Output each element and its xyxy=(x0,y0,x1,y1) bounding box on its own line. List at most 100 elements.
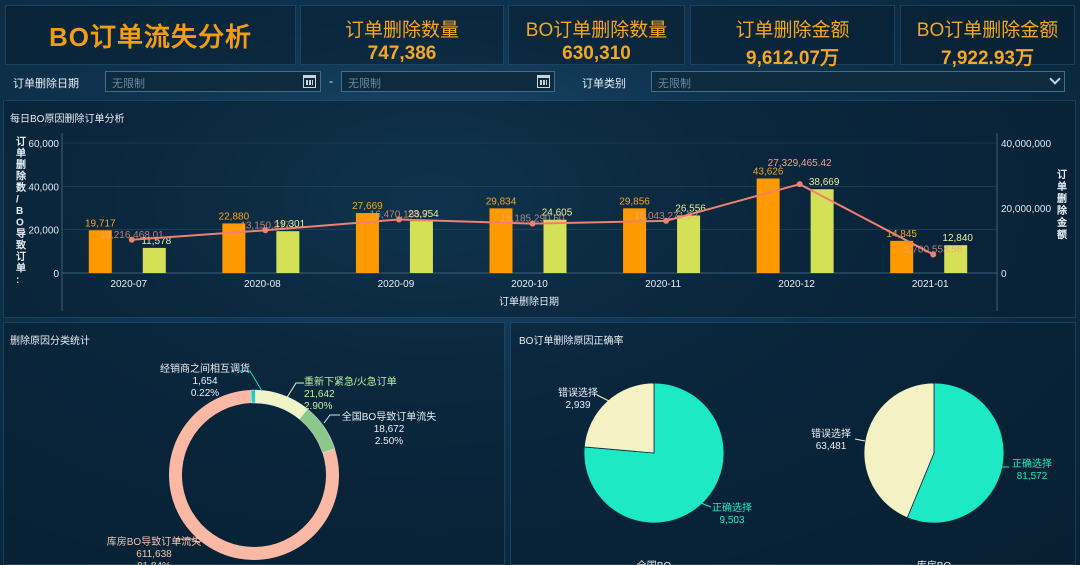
line-label: 27,329,465.42 xyxy=(768,158,832,169)
pie-label: 81,572 xyxy=(1017,471,1048,482)
bar-label: 29,856 xyxy=(619,196,650,207)
line-label: 16,470,180.7 xyxy=(370,209,429,220)
pie-label: 2,939 xyxy=(565,400,590,411)
leader-line xyxy=(596,394,610,402)
order-type-select[interactable]: 无限制 xyxy=(651,71,1065,92)
amount-point xyxy=(930,251,937,258)
donut-label: 611,638 xyxy=(136,549,172,560)
leader-line xyxy=(700,502,712,508)
donut-label: 2.90% xyxy=(304,401,332,412)
date-to-placeholder: 无限制 xyxy=(348,78,381,90)
bar-order-delete xyxy=(623,208,647,273)
kpi-bo-delete-count: BO订单删除数量 630,310 xyxy=(508,5,685,65)
date-range-separator: - xyxy=(329,74,333,88)
x-tick-label: 2020-07 xyxy=(110,279,147,290)
donut-slice xyxy=(254,389,308,420)
y-tick-label: 20,000 xyxy=(28,226,59,237)
bar-bo-delete xyxy=(142,247,166,273)
bar-bo-delete xyxy=(409,221,433,273)
pie-label: 错误选择 xyxy=(811,427,851,440)
donut-label: 21,642 xyxy=(304,389,335,400)
daily-bo-chart-panel: 每日BO原因删除订单分析 60,000 40,000 20,000 0 40,000,0… xyxy=(3,100,1076,318)
donut-slice xyxy=(299,408,336,453)
leader-line xyxy=(854,438,866,442)
bar-label: 38,669 xyxy=(809,177,840,188)
pie-label: 63,481 xyxy=(816,441,847,452)
x-tick-label: 2020-10 xyxy=(511,279,548,290)
bar-label: 43,626 xyxy=(753,166,784,177)
line-label: 13,150,317 xyxy=(240,220,290,231)
bar-label: 19,717 xyxy=(85,218,116,229)
donut-label: 81.84% xyxy=(137,561,171,565)
bar-bo-delete xyxy=(677,215,701,273)
bar-order-delete xyxy=(222,223,246,273)
bar-label: 22,880 xyxy=(219,211,250,222)
line-label: 10,216,468.01 xyxy=(100,230,164,241)
kpi-label: 订单删除金额 xyxy=(735,20,850,41)
bar-order-delete xyxy=(489,208,513,273)
donut-label: 全国BO导致订单流失 xyxy=(342,410,436,423)
bar-order-delete xyxy=(355,213,379,273)
x-tick-label: 2020-11 xyxy=(645,279,681,290)
x-tick-label: 2020-12 xyxy=(778,279,815,290)
amount-point xyxy=(529,220,536,227)
bar-order-delete xyxy=(756,178,780,273)
bar-label: 23,954 xyxy=(408,209,439,220)
kpi-label: BO订单删除金额 xyxy=(916,20,1059,41)
donut-label: 库房BO导致订单流失 xyxy=(107,535,201,548)
calendar-icon[interactable] xyxy=(537,75,550,88)
kpi-value: 630,310 xyxy=(562,43,631,64)
kpi-value: 9,612.07万 xyxy=(746,48,839,69)
bo-accuracy-pies: 错误选择2,939正确选择9,503全国BO错误选择63,481正确选择81,5… xyxy=(558,382,1052,565)
daily-bo-chart: 60,000 40,000 20,000 0 40,000,000 20,000,000 0… xyxy=(16,133,1068,311)
amount-point xyxy=(128,236,135,243)
donut-label: 1,654 xyxy=(192,376,217,387)
pie-label: 正确选择 xyxy=(712,501,752,514)
y-tick-label: 0 xyxy=(53,269,59,280)
y-tick-label: 40,000 xyxy=(28,182,59,193)
date-from-placeholder: 无限制 xyxy=(112,78,145,90)
bar-bo-delete xyxy=(543,219,567,273)
x-axis-title: 订单删除日期 xyxy=(499,295,559,308)
pie-label: 9,503 xyxy=(719,515,744,526)
y2-tick-label: 20,000,000 xyxy=(1001,204,1051,215)
amount-point xyxy=(262,227,269,234)
order-type-label: 订单类别 xyxy=(582,78,626,90)
page-title: BO订单流失分析 xyxy=(48,21,252,52)
line-label: 5,700,553.56 xyxy=(904,244,963,255)
amount-point xyxy=(663,217,670,224)
leader-line xyxy=(176,538,201,544)
date-to-input[interactable]: 无限制 xyxy=(341,71,555,92)
leader-line xyxy=(285,382,304,400)
pie-label: 全国BO xyxy=(637,559,672,565)
chevron-down-icon[interactable] xyxy=(1049,73,1061,85)
bo-accuracy-title: BO订单删除原因正确率 xyxy=(519,336,624,347)
kpi-order-delete-amount: 订单删除金额 9,612.07万 xyxy=(690,5,895,69)
x-tick-label: 2021-01 xyxy=(912,279,949,290)
bo-accuracy-panel: BO订单删除原因正确率 错误选择2,939正确选择9,503全国BO错误选择63… xyxy=(510,322,1076,565)
bar-label: 29,834 xyxy=(486,196,517,207)
bar-bo-delete xyxy=(944,245,968,273)
kpi-bo-delete-amount: BO订单删除金额 7,922.93万 xyxy=(900,5,1075,69)
y-axis-title: 订单删除数/B O 导致订单: xyxy=(16,135,27,286)
pie-label: 库房BO xyxy=(917,559,952,565)
kpi-label: 订单删除数量 xyxy=(344,20,459,41)
bar-label: 27,669 xyxy=(352,201,383,212)
y2-tick-label: 40,000,000 xyxy=(1001,139,1051,150)
bar-label: 12,840 xyxy=(942,233,973,244)
leader-line xyxy=(240,370,263,392)
donut-label: 18,672 xyxy=(374,424,405,435)
reason-stats-title: 删除原因分类统计 xyxy=(10,336,90,347)
donut-label: 经销商之间相互调货 xyxy=(160,362,250,375)
calendar-icon[interactable] xyxy=(303,75,316,88)
amount-point xyxy=(395,216,402,223)
bar-order-delete xyxy=(890,240,914,273)
donut-label: 2.50% xyxy=(375,436,403,447)
pie-label: 错误选择 xyxy=(558,386,598,399)
order-type-placeholder: 无限制 xyxy=(658,78,691,90)
date-from-input[interactable]: 无限制 xyxy=(105,71,321,92)
y2-tick-label: 0 xyxy=(1001,269,1007,280)
bar-label: 14,845 xyxy=(886,229,917,240)
pie-slice-wrong xyxy=(863,382,935,519)
